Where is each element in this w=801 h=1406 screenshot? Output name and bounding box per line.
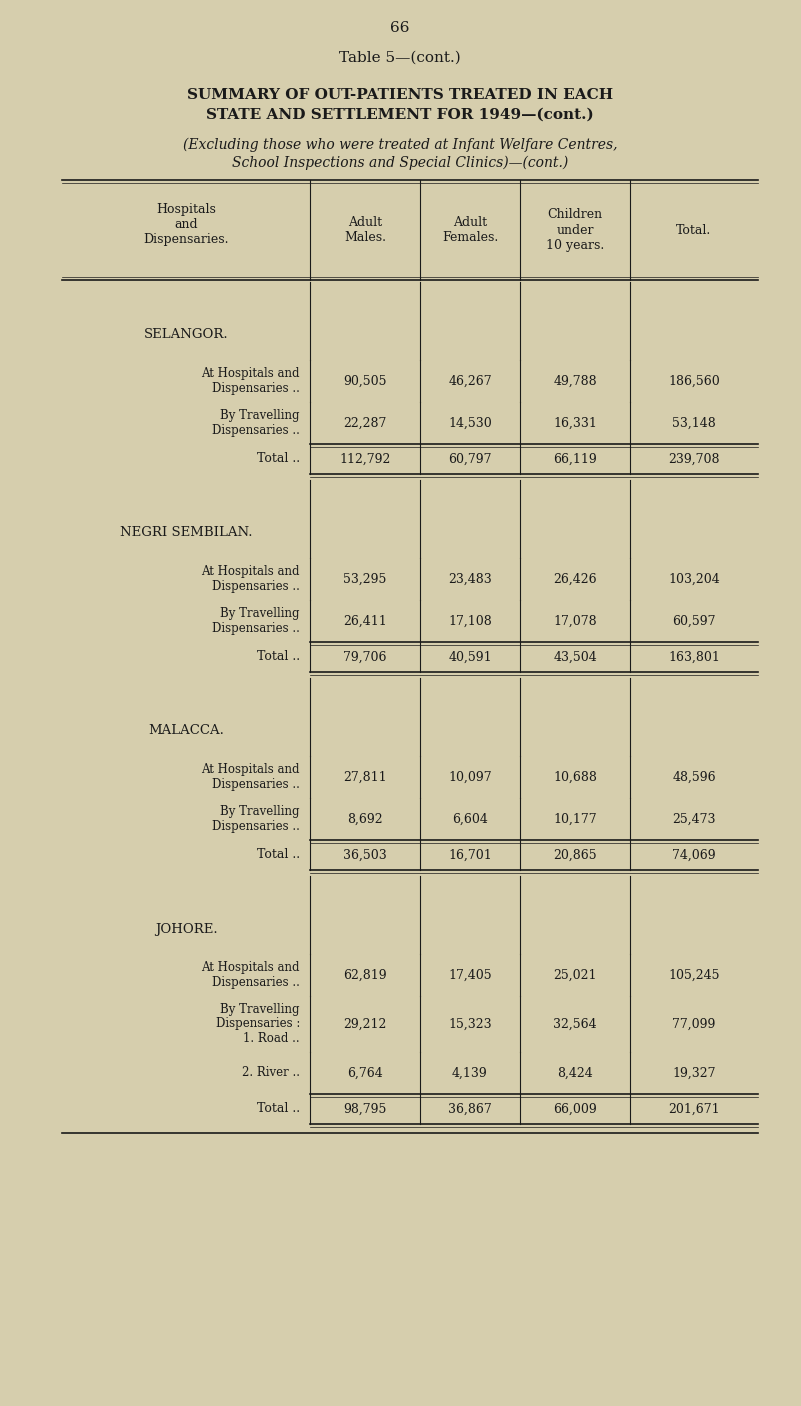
Text: 16,701: 16,701 xyxy=(448,848,492,862)
Text: MALACCA.: MALACCA. xyxy=(148,724,224,738)
Text: By Travelling
Dispensaries ..: By Travelling Dispensaries .. xyxy=(212,409,300,437)
Text: 66,119: 66,119 xyxy=(553,453,597,465)
Text: Table 5—(cont.): Table 5—(cont.) xyxy=(339,51,461,65)
Text: 112,792: 112,792 xyxy=(340,453,391,465)
Text: By Travelling
Dispensaries ..: By Travelling Dispensaries .. xyxy=(212,607,300,636)
Text: At Hospitals and
Dispensaries ..: At Hospitals and Dispensaries .. xyxy=(202,565,300,593)
Text: JOHORE.: JOHORE. xyxy=(155,922,217,935)
Text: 90,505: 90,505 xyxy=(344,374,387,388)
Text: Total.: Total. xyxy=(676,224,711,236)
Text: Adult
Females.: Adult Females. xyxy=(442,217,498,245)
Text: 22,287: 22,287 xyxy=(344,416,387,429)
Text: 6,764: 6,764 xyxy=(347,1067,383,1080)
Text: 163,801: 163,801 xyxy=(668,651,720,664)
Text: 25,021: 25,021 xyxy=(553,969,597,981)
Text: 20,865: 20,865 xyxy=(553,848,597,862)
Text: Adult
Males.: Adult Males. xyxy=(344,217,386,245)
Text: 36,503: 36,503 xyxy=(343,848,387,862)
Text: 48,596: 48,596 xyxy=(672,770,716,783)
Text: 186,560: 186,560 xyxy=(668,374,720,388)
Text: (Excluding those who were treated at Infant Welfare Centres,: (Excluding those who were treated at Inf… xyxy=(183,138,618,152)
Text: At Hospitals and
Dispensaries ..: At Hospitals and Dispensaries .. xyxy=(202,960,300,988)
Text: SELANGOR.: SELANGOR. xyxy=(143,329,228,342)
Text: Total ..: Total .. xyxy=(257,453,300,465)
Text: 2. River ..: 2. River .. xyxy=(242,1067,300,1080)
Text: STATE AND SETTLEMENT FOR 1949—(cont.): STATE AND SETTLEMENT FOR 1949—(cont.) xyxy=(206,108,594,122)
Text: 239,708: 239,708 xyxy=(668,453,720,465)
Text: At Hospitals and
Dispensaries ..: At Hospitals and Dispensaries .. xyxy=(202,763,300,792)
Text: 43,504: 43,504 xyxy=(553,651,597,664)
Text: Children
under
10 years.: Children under 10 years. xyxy=(545,208,604,252)
Text: 8,692: 8,692 xyxy=(347,813,383,825)
Text: 66: 66 xyxy=(390,21,410,35)
Text: 98,795: 98,795 xyxy=(344,1102,387,1115)
Text: 6,604: 6,604 xyxy=(452,813,488,825)
Text: 53,295: 53,295 xyxy=(344,572,387,585)
Text: 60,597: 60,597 xyxy=(672,614,716,627)
Text: 103,204: 103,204 xyxy=(668,572,720,585)
Text: School Inspections and Special Clinics)—(cont.): School Inspections and Special Clinics)—… xyxy=(231,156,568,170)
Text: 46,267: 46,267 xyxy=(449,374,492,388)
Text: 105,245: 105,245 xyxy=(668,969,720,981)
Text: 16,331: 16,331 xyxy=(553,416,597,429)
Text: 62,819: 62,819 xyxy=(343,969,387,981)
Text: Hospitals
and
Dispensaries.: Hospitals and Dispensaries. xyxy=(143,204,229,246)
Text: 10,177: 10,177 xyxy=(553,813,597,825)
Text: NEGRI SEMBILAN.: NEGRI SEMBILAN. xyxy=(120,526,252,540)
Text: 79,706: 79,706 xyxy=(344,651,387,664)
Text: Total ..: Total .. xyxy=(257,651,300,664)
Text: 77,099: 77,099 xyxy=(672,1018,715,1031)
Text: 29,212: 29,212 xyxy=(344,1018,387,1031)
Text: 36,867: 36,867 xyxy=(448,1102,492,1115)
Text: 19,327: 19,327 xyxy=(672,1067,716,1080)
Text: 17,108: 17,108 xyxy=(448,614,492,627)
Text: 17,405: 17,405 xyxy=(449,969,492,981)
Text: 4,139: 4,139 xyxy=(452,1067,488,1080)
Text: Total ..: Total .. xyxy=(257,1102,300,1115)
Text: 49,788: 49,788 xyxy=(553,374,597,388)
Text: 10,688: 10,688 xyxy=(553,770,597,783)
Text: 201,671: 201,671 xyxy=(668,1102,720,1115)
Text: 26,426: 26,426 xyxy=(553,572,597,585)
Text: 23,483: 23,483 xyxy=(448,572,492,585)
Text: 26,411: 26,411 xyxy=(343,614,387,627)
Text: 27,811: 27,811 xyxy=(343,770,387,783)
Text: 17,078: 17,078 xyxy=(553,614,597,627)
Text: 74,069: 74,069 xyxy=(672,848,716,862)
Text: 53,148: 53,148 xyxy=(672,416,716,429)
Text: 15,323: 15,323 xyxy=(449,1018,492,1031)
Text: 40,591: 40,591 xyxy=(449,651,492,664)
Text: 25,473: 25,473 xyxy=(672,813,716,825)
Text: 10,097: 10,097 xyxy=(449,770,492,783)
Text: Total ..: Total .. xyxy=(257,848,300,862)
Text: 66,009: 66,009 xyxy=(553,1102,597,1115)
Text: 8,424: 8,424 xyxy=(557,1067,593,1080)
Text: By Travelling
Dispensaries ..: By Travelling Dispensaries .. xyxy=(212,806,300,832)
Text: 32,564: 32,564 xyxy=(553,1018,597,1031)
Text: 60,797: 60,797 xyxy=(449,453,492,465)
Text: By Travelling
Dispensaries :
1. Road ..: By Travelling Dispensaries : 1. Road .. xyxy=(215,1002,300,1046)
Text: 14,530: 14,530 xyxy=(448,416,492,429)
Text: SUMMARY OF OUT-PATIENTS TREATED IN EACH: SUMMARY OF OUT-PATIENTS TREATED IN EACH xyxy=(187,89,613,103)
Text: At Hospitals and
Dispensaries ..: At Hospitals and Dispensaries .. xyxy=(202,367,300,395)
